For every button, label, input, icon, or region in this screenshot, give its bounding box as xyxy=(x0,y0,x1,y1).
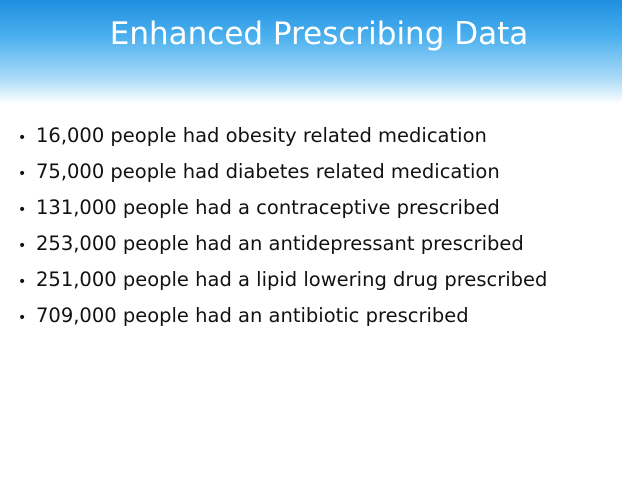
bullet-text: 253,000 people had an antidepressant pre… xyxy=(36,232,524,255)
bullet-item: • 75,000 people had diabetes related medi… xyxy=(18,154,547,190)
bullet-marker: • xyxy=(18,274,27,290)
bullet-item: • 709,000 people had an antibiotic prescr… xyxy=(18,298,547,334)
bullet-text: 251,000 people had a lipid lowering drug… xyxy=(36,268,548,291)
bullet-item: • 131,000 people had a contraceptive pres… xyxy=(18,190,547,226)
bullet-item: • 16,000 people had obesity related medic… xyxy=(18,118,547,154)
bullet-text: 131,000 people had a contraceptive presc… xyxy=(36,196,500,219)
bullet-marker: • xyxy=(18,202,27,218)
bullet-text: 16,000 people had obesity related medica… xyxy=(36,124,487,147)
bullet-item: • 253,000 people had an antidepressant pr… xyxy=(18,226,547,262)
bullet-marker: • xyxy=(18,166,27,182)
bullet-list: • 16,000 people had obesity related medic… xyxy=(18,118,547,334)
title-banner xyxy=(0,0,622,104)
bullet-marker: • xyxy=(18,238,27,254)
bullet-marker: • xyxy=(18,310,27,326)
slide-title: Enhanced Prescribing Data xyxy=(109,16,529,52)
bullet-text: 709,000 people had an antibiotic prescri… xyxy=(36,304,469,327)
bullet-item: • 251,000 people had a lipid lowering dru… xyxy=(18,262,547,298)
bullet-text: 75,000 people had diabetes related medic… xyxy=(36,160,500,183)
bullet-marker: • xyxy=(18,130,27,146)
